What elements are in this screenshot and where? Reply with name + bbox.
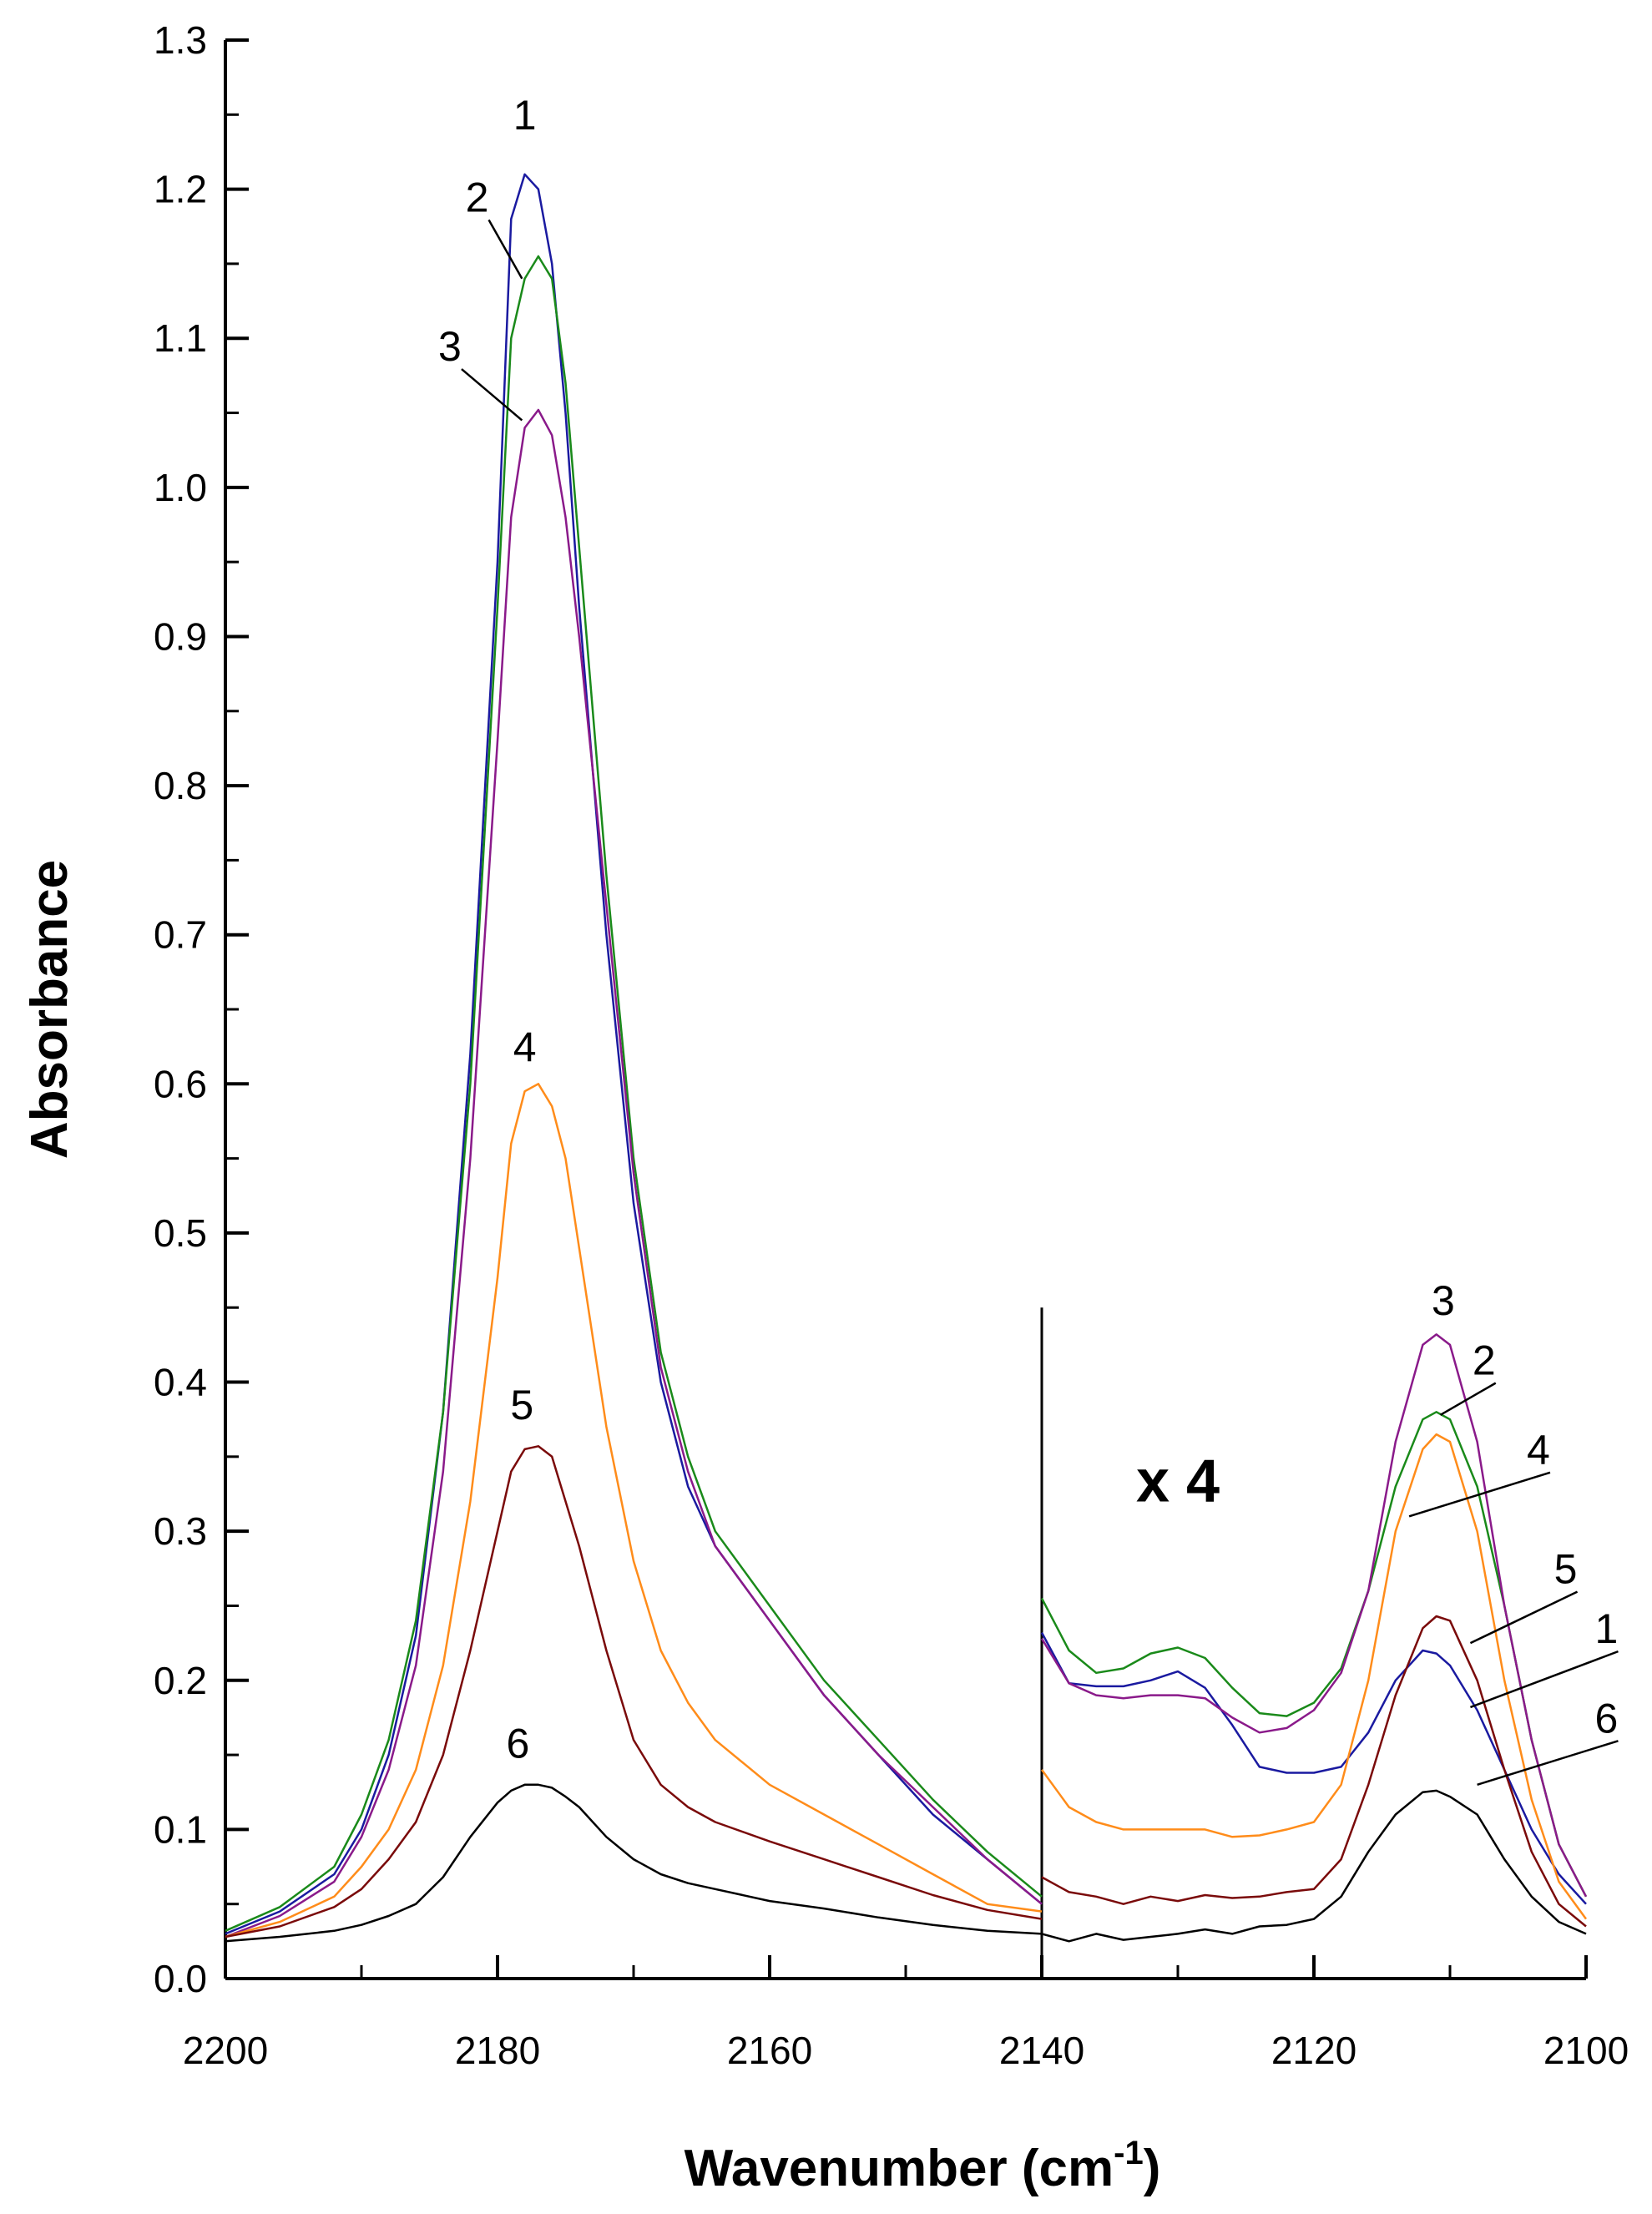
curve-label-1: 1	[513, 92, 537, 139]
x-axis-title-main: Wavenumber (cm	[685, 2140, 1114, 2197]
series-4-line	[225, 1083, 1043, 1939]
series-4-magnified-line	[1040, 1433, 1588, 1920]
x-axis-title-close: )	[1144, 2140, 1161, 2197]
y-tick-label: 0.7	[154, 913, 207, 957]
y-tick-label: 0.1	[154, 1807, 207, 1851]
curve-label-5: 5	[1554, 1546, 1578, 1593]
label-leader-line	[1477, 1740, 1619, 1786]
y-tick-label: 1.3	[154, 18, 207, 62]
curve-label-4: 4	[513, 1024, 537, 1071]
x-tick-label: 2100	[1543, 2029, 1629, 2072]
curve-label-1: 1	[1595, 1605, 1619, 1652]
series-6-magnified-line	[1041, 1789, 1587, 1943]
series-3-line	[225, 408, 1043, 1939]
series-1-magnified-line	[1040, 1632, 1587, 1905]
curve-label-5: 5	[510, 1382, 533, 1428]
series-6-line	[225, 1783, 1043, 1943]
series-2-magnified-line	[1040, 1411, 1588, 1898]
x-tick-label: 2200	[183, 2029, 268, 2072]
x-tick-label: 2140	[999, 2029, 1084, 2072]
x-axis-title-superscript: -1	[1114, 2135, 1144, 2171]
label-leader-line	[1439, 1382, 1497, 1416]
y-axis-title: Absorbance	[21, 860, 78, 1159]
x-tick-label: 2180	[455, 2029, 540, 2072]
curve-label-6: 6	[1595, 1695, 1619, 1741]
curve-label-4: 4	[1527, 1427, 1550, 1473]
curve-label-2: 2	[466, 174, 489, 220]
curve-label-2: 2	[1473, 1337, 1496, 1384]
magnification-annotation: x 4	[1136, 1448, 1220, 1514]
series-2-line	[225, 255, 1043, 1932]
y-tick-label: 0.2	[154, 1659, 207, 1702]
y-tick-label: 1.1	[154, 316, 207, 360]
series-5-magnified-line	[1041, 1615, 1587, 1928]
label-leader-line	[1469, 1590, 1579, 1645]
y-tick-label: 1.0	[154, 466, 207, 509]
label-leader-line	[461, 368, 523, 422]
y-tick-label: 0.0	[154, 1957, 207, 2000]
y-tick-label: 0.6	[154, 1062, 207, 1105]
x-tick-label: 2160	[727, 2029, 812, 2072]
curve-label-3: 3	[1432, 1277, 1455, 1324]
x-axis-title: Wavenumber (cm-1)	[685, 2135, 1161, 2197]
y-tick-label: 0.9	[154, 614, 207, 658]
series-5-line	[225, 1445, 1043, 1939]
label-leader-line	[1470, 1650, 1619, 1709]
curve-label-6: 6	[507, 1721, 530, 1767]
y-tick-label: 1.2	[154, 168, 207, 211]
x-tick-label: 2120	[1271, 2029, 1356, 2072]
curve-label-3: 3	[438, 323, 462, 370]
series-3-magnified-line	[1040, 1333, 1588, 1898]
y-tick-label: 0.4	[154, 1361, 207, 1404]
y-tick-label: 0.8	[154, 764, 207, 807]
axes: 0.0 0.1 0.2 0.3 0.4 0.5 0.6 0.7 0.8 0.9 1.0 1.1 1.2 1…	[154, 18, 1629, 2072]
label-leader-line	[488, 219, 523, 280]
label-leader-line	[1408, 1471, 1551, 1518]
curves	[225, 173, 1588, 1943]
y-tick-label: 0.3	[154, 1509, 207, 1553]
y-tick-label: 0.5	[154, 1211, 207, 1255]
